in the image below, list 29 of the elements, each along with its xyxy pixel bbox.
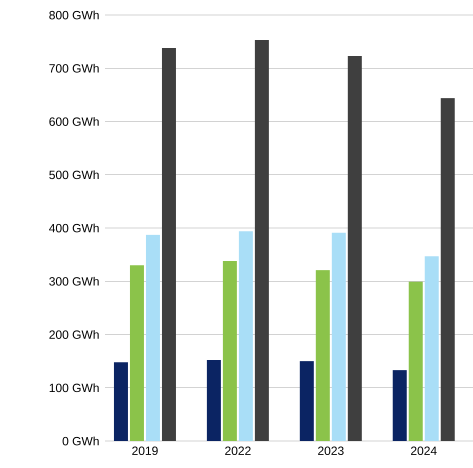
bar	[130, 265, 144, 441]
bar	[348, 56, 362, 441]
bar	[300, 361, 314, 441]
y-tick-label: 400 GWh	[49, 224, 99, 232]
bar	[332, 232, 346, 441]
x-tick-label: 2024	[411, 446, 437, 456]
bar	[206, 360, 221, 441]
y-tick-label: 700 GWh	[49, 64, 99, 73]
x-tick-label: 2023	[318, 446, 344, 456]
bar	[238, 231, 253, 441]
bar	[424, 256, 439, 441]
bar	[146, 234, 160, 441]
bar	[440, 98, 455, 441]
y-tick-label: 100 GWh	[50, 383, 99, 392]
x-tick-label: 2019	[132, 446, 158, 456]
bar	[392, 370, 407, 441]
bar	[254, 40, 269, 441]
y-tick-label: 0 GWh	[62, 436, 99, 446]
y-tick-label: 600 GWh	[49, 117, 99, 126]
x-tick-label: 2022	[225, 446, 251, 456]
bar	[316, 270, 330, 441]
y-tick-label: 200 GWh	[49, 330, 99, 339]
y-tick-label: 300 GWh	[49, 276, 99, 286]
y-tick-label: 800 GWh	[49, 10, 99, 20]
bar	[408, 282, 423, 441]
bar	[162, 48, 176, 441]
bar	[222, 261, 237, 441]
y-tick-label: 500 GWh	[49, 170, 99, 180]
bar	[114, 362, 128, 441]
